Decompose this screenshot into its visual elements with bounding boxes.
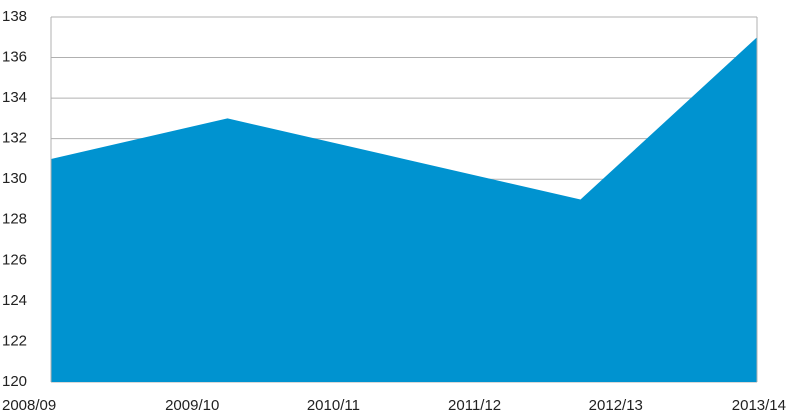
x-tick-label: 2012/13 [589,397,643,414]
y-tick-label: 130 [2,170,27,187]
y-tick-label: 128 [2,211,27,228]
y-tick-label: 134 [2,89,27,106]
x-tick-label: 2010/11 [307,397,360,414]
area [51,37,757,383]
x-tick-label: 2009/10 [165,397,219,414]
y-tick-label: 138 [2,8,27,25]
y-tick-label: 120 [2,373,27,390]
x-tick-label: 2013/14 [732,397,786,414]
x-tick-label: 2011/12 [448,397,501,414]
y-tick-label: 136 [2,49,27,66]
y-tick-label: 122 [2,332,27,349]
y-tick-label: 132 [2,130,27,147]
x-tick-label: 2008/09 [2,397,56,414]
y-tick-label: 124 [2,292,27,309]
y-tick-label: 126 [2,251,27,268]
